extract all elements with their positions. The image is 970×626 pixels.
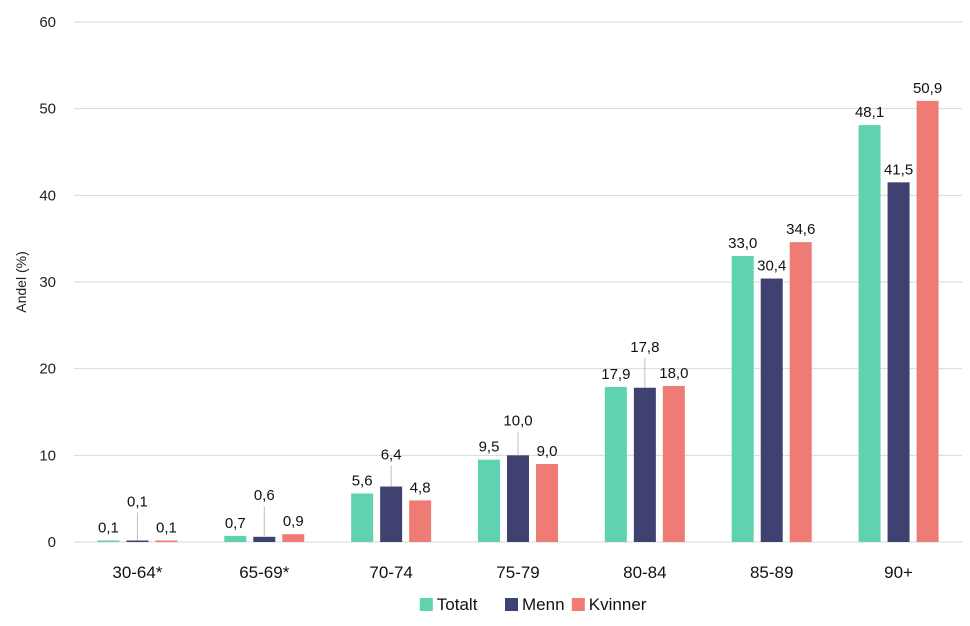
bar-totalt bbox=[97, 540, 120, 542]
y-tick-label: 30 bbox=[39, 274, 56, 291]
bar-menn bbox=[887, 182, 910, 543]
data-label: 0,1 bbox=[156, 520, 177, 537]
bar-totalt bbox=[604, 386, 627, 542]
data-label: 33,0 bbox=[728, 235, 757, 252]
data-label: 34,6 bbox=[786, 221, 815, 238]
x-category-label: 90+ bbox=[884, 563, 913, 582]
x-category-label: 70-74 bbox=[369, 563, 412, 582]
data-label: 10,0 bbox=[503, 413, 532, 430]
data-label: 41,5 bbox=[884, 161, 913, 178]
bar-menn bbox=[380, 486, 403, 542]
legend: Totalt Menn Kvinner bbox=[419, 595, 647, 614]
legend-swatch-menn bbox=[505, 598, 518, 611]
y-tick-label: 10 bbox=[39, 447, 56, 464]
data-label: 0,1 bbox=[98, 520, 119, 537]
legend-label: Kvinner bbox=[589, 595, 647, 614]
bar-kvinner bbox=[155, 540, 178, 542]
bar-kvinner bbox=[282, 534, 305, 542]
data-label: 9,0 bbox=[537, 443, 558, 460]
data-label: 30,4 bbox=[757, 258, 786, 275]
data-labels: 0,1 0,1 0,1 0,7 0,6 0,9 5,6 6,4 4,8 9,510,0 9,0 17,… bbox=[98, 80, 942, 541]
bar-menn bbox=[760, 278, 783, 542]
data-label: 17,8 bbox=[630, 339, 659, 356]
data-label: 6,4 bbox=[381, 446, 402, 463]
bar-totalt bbox=[224, 535, 247, 542]
x-category-label: 75-79 bbox=[496, 563, 539, 582]
x-category-label: 85-89 bbox=[750, 563, 793, 582]
bar-menn bbox=[633, 387, 656, 542]
data-label: 17,9 bbox=[601, 366, 630, 383]
data-label: 0,7 bbox=[225, 515, 246, 532]
data-label: 0,6 bbox=[254, 487, 275, 504]
x-category-label: 30-64* bbox=[112, 563, 162, 582]
bar-totalt bbox=[731, 256, 754, 542]
bar-totalt bbox=[858, 125, 881, 542]
data-label: 0,9 bbox=[283, 513, 304, 530]
x-axis-categories: 30-64* 65-69* 70-74 75-79 80-84 85-89 90+ bbox=[112, 563, 913, 582]
x-category-label: 80-84 bbox=[623, 563, 666, 582]
data-label: 18,0 bbox=[659, 365, 688, 382]
x-category-label: 65-69* bbox=[239, 563, 289, 582]
bar-kvinner bbox=[662, 386, 685, 542]
legend-swatch-kvinner bbox=[571, 598, 585, 611]
bar-menn bbox=[253, 536, 276, 542]
data-label: 5,6 bbox=[352, 472, 373, 489]
data-label: 9,5 bbox=[479, 439, 500, 456]
y-axis-ticks: 0 10 20 30 40 50 60 bbox=[39, 14, 56, 551]
y-tick-label: 40 bbox=[39, 187, 56, 204]
y-tick-label: 20 bbox=[39, 361, 56, 378]
data-label: 50,9 bbox=[913, 80, 942, 97]
bar-totalt bbox=[351, 493, 374, 542]
y-tick-label: 50 bbox=[39, 101, 56, 118]
legend-label: Menn bbox=[522, 595, 565, 614]
legend-label: Totalt bbox=[437, 595, 478, 614]
data-label: 0,1 bbox=[127, 494, 148, 511]
bar-menn bbox=[507, 455, 529, 542]
bar-menn bbox=[126, 540, 149, 542]
bars bbox=[97, 100, 939, 543]
y-axis-title: Andel (%) bbox=[13, 251, 29, 312]
bar-kvinner bbox=[789, 242, 812, 542]
data-label: 4,8 bbox=[410, 479, 431, 496]
bar-kvinner bbox=[536, 464, 558, 542]
bar-totalt bbox=[478, 459, 500, 542]
y-tick-label: 0 bbox=[48, 534, 56, 551]
bar-kvinner bbox=[916, 100, 939, 542]
y-tick-label: 60 bbox=[39, 14, 56, 31]
legend-swatch-totalt bbox=[419, 598, 433, 611]
gridlines bbox=[74, 21, 962, 543]
bar-kvinner bbox=[409, 500, 432, 542]
data-label: 48,1 bbox=[855, 104, 884, 121]
